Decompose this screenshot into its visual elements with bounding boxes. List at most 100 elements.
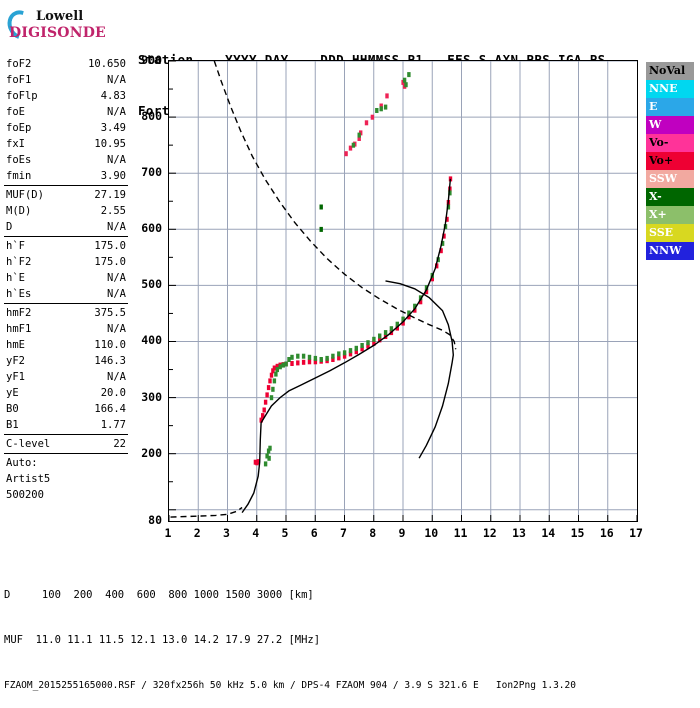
legend-item-x-[interactable]: X+ <box>646 206 694 224</box>
auto-program: Artist5 <box>6 473 51 485</box>
param-key: h`F <box>6 240 25 252</box>
param-value: 375.5 <box>94 307 126 319</box>
legend-item-nnw[interactable]: NNW <box>646 242 694 260</box>
table-row: fmin 3.90 <box>4 168 128 184</box>
legend-item-nne[interactable]: NNE <box>646 80 694 98</box>
table-row: fxI 10.95 <box>4 136 128 152</box>
param-value: 4.83 <box>100 90 126 102</box>
trace-point <box>259 417 263 423</box>
param-key: hmE <box>6 339 25 351</box>
ionogram-plot-area[interactable] <box>168 60 638 522</box>
trace-point <box>357 136 361 141</box>
legend-item-w[interactable]: W <box>646 116 694 134</box>
legend-item-ssw[interactable]: SSW <box>646 170 694 188</box>
param-key: MUF(D) <box>6 189 44 201</box>
trace-point <box>402 77 407 83</box>
trace-point <box>395 321 399 327</box>
trace-point <box>357 132 361 138</box>
param-value: 22 <box>113 438 126 450</box>
trace-point <box>413 303 417 309</box>
trace-point <box>370 114 375 120</box>
param-key: h`Es <box>6 288 32 300</box>
param-value: N/A <box>107 371 126 383</box>
table-row: MUF(D) 27.19 <box>4 187 128 203</box>
trace-point <box>325 355 329 361</box>
trace-point <box>366 343 370 349</box>
trace-point <box>446 204 451 210</box>
trace-point <box>301 353 306 359</box>
param-value: 10.95 <box>94 138 126 150</box>
trace-point <box>263 461 268 467</box>
trace-point <box>366 340 370 346</box>
param-value: 175.0 <box>94 240 126 252</box>
param-key: foE <box>6 106 25 118</box>
trace-point <box>375 108 379 113</box>
param-value: N/A <box>107 74 126 86</box>
trace-point <box>265 392 269 398</box>
ionogram-canvas <box>169 61 637 521</box>
legend-item-vo-[interactable]: Vo- <box>646 134 694 152</box>
table-row: foF2 10.650 <box>4 56 128 72</box>
trace-line <box>213 61 457 350</box>
trace-point <box>383 330 388 336</box>
x-axis-tick-label: 1 <box>164 526 172 540</box>
footer-file-row: FZAOM_2015255165000.RSF / 320fx256h 50 k… <box>4 680 576 691</box>
legend-item-sse[interactable]: SSE <box>646 224 694 242</box>
table-row: D N/A <box>4 219 128 235</box>
param-key: hmF2 <box>6 307 32 319</box>
footer-info: D 100 200 400 600 800 1000 1500 3000 [km… <box>4 558 576 708</box>
param-key: foEs <box>6 154 32 166</box>
trace-point <box>401 320 405 326</box>
x-axis-tick-label: 17 <box>629 526 643 540</box>
trace-point <box>331 357 335 362</box>
trace-point <box>354 345 358 351</box>
y-axis-tick-label: 80 <box>148 513 162 527</box>
table-row: foFlp 4.83 <box>4 88 128 104</box>
trace-point <box>278 364 282 370</box>
trace-point <box>404 82 408 88</box>
series-6 <box>385 280 455 459</box>
trace-point <box>372 336 376 342</box>
lowell-digisonde-logo: Lowell DIGISONDE <box>2 5 126 45</box>
table-row: yF2 146.3 <box>4 353 128 369</box>
trace-point <box>269 395 274 401</box>
logo-digisonde-text: DIGISONDE <box>9 25 106 41</box>
param-key: D <box>6 221 13 233</box>
param-key: C-level <box>6 438 51 450</box>
param-key: fxI <box>6 138 25 150</box>
trace-point <box>385 93 389 99</box>
table-divider <box>4 236 128 237</box>
table-row: yF1 N/A <box>4 369 128 385</box>
trace-point <box>266 385 271 391</box>
table-row: hmE 110.0 <box>4 337 128 353</box>
legend-item-e[interactable]: E <box>646 98 694 116</box>
param-value: N/A <box>107 288 126 300</box>
trace-point <box>379 103 383 109</box>
table-row: foEs N/A <box>4 152 128 168</box>
x-axis-tick-label: 16 <box>599 526 614 540</box>
trace-point <box>351 142 356 148</box>
param-key: M(D) <box>6 205 32 217</box>
x-axis-tick-label: 10 <box>424 526 439 540</box>
trace-point <box>348 351 353 357</box>
param-value: 1.77 <box>100 419 126 431</box>
table-row: h`F 175.0 <box>4 238 128 254</box>
trace-point <box>307 354 312 360</box>
trace-point <box>378 337 382 343</box>
x-axis-tick-label: 3 <box>223 526 230 540</box>
trace-point <box>296 353 300 359</box>
legend-item-x-[interactable]: X- <box>646 188 694 206</box>
trace-point <box>275 363 279 369</box>
legend-item-noval[interactable]: NoVal <box>646 62 694 80</box>
trace-point <box>265 453 269 459</box>
trace-line <box>241 178 452 514</box>
y-axis-tick-label: 800 <box>141 109 162 124</box>
param-value: 166.4 <box>94 403 126 415</box>
trace-point <box>290 354 294 360</box>
table-divider <box>4 303 128 304</box>
param-key: foF2 <box>6 58 32 70</box>
trace-point <box>290 361 294 366</box>
trace-point <box>268 445 272 451</box>
trace-point <box>337 351 341 357</box>
legend-item-vo-[interactable]: Vo+ <box>646 152 694 170</box>
